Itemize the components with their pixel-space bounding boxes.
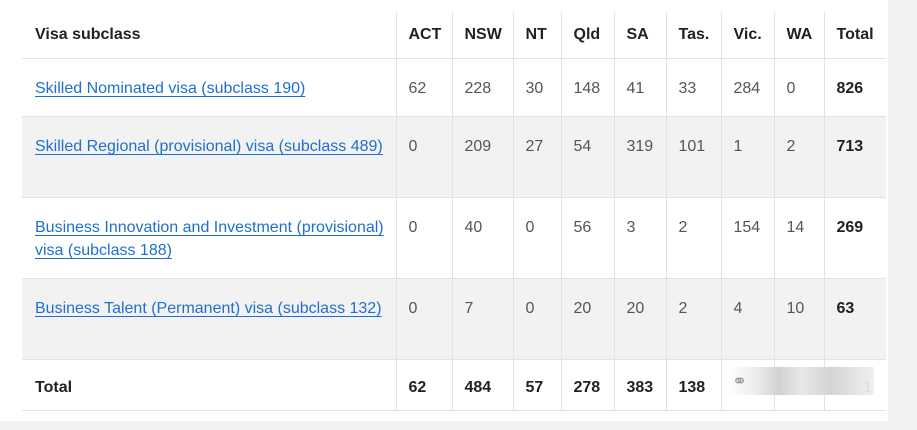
table-row: Business Talent (Permanent) visa (subcla… xyxy=(22,278,886,360)
cell-act: 62 xyxy=(395,58,452,117)
total-tas: 138 xyxy=(665,359,721,411)
header-visa-subclass: Visa subclass xyxy=(22,12,396,59)
cell-total: 63 xyxy=(823,278,886,360)
cell-nsw: 40 xyxy=(451,197,513,279)
total-sa: 383 xyxy=(613,359,666,411)
visa-cell: Skilled Nominated visa (subclass 190) xyxy=(22,58,396,117)
cell-tas: 101 xyxy=(665,116,721,198)
cell-wa: 2 xyxy=(773,116,824,198)
cell-vic: 1 xyxy=(720,116,774,198)
cell-vic: 4 xyxy=(720,278,774,360)
cell-total: 269 xyxy=(823,197,886,279)
total-qld: 278 xyxy=(560,359,614,411)
header-tas: Tas. xyxy=(665,12,721,59)
cell-sa: 3 xyxy=(613,197,666,279)
cell-tas: 2 xyxy=(665,197,721,279)
cell-total: 713 xyxy=(823,116,886,198)
cell-qld: 54 xyxy=(560,116,614,198)
visa-link-188[interactable]: Business Innovation and Investment (prov… xyxy=(35,219,384,259)
cell-sa: 20 xyxy=(613,278,666,360)
cell-tas: 33 xyxy=(665,58,721,117)
cell-act: 0 xyxy=(395,278,452,360)
cell-act: 0 xyxy=(395,197,452,279)
cell-tas: 2 xyxy=(665,278,721,360)
cell-wa: 14 xyxy=(773,197,824,279)
header-sa: SA xyxy=(613,12,666,59)
total-label: Total xyxy=(22,359,396,411)
header-nt: NT xyxy=(512,12,561,59)
cell-nt: 0 xyxy=(512,197,561,279)
cell-act: 0 xyxy=(395,116,452,198)
watermark-redaction xyxy=(728,367,874,395)
table-row: Skilled Regional (provisional) visa (sub… xyxy=(22,116,886,198)
cell-total: 826 xyxy=(823,58,886,117)
total-nsw: 484 xyxy=(451,359,513,411)
cell-nt: 0 xyxy=(512,278,561,360)
cell-qld: 148 xyxy=(560,58,614,117)
cell-nsw: 209 xyxy=(451,116,513,198)
header-act: ACT xyxy=(395,12,452,59)
cell-vic: 154 xyxy=(720,197,774,279)
visa-table-card: Visa subclass ACT NSW NT Qld SA Tas. Vic… xyxy=(0,0,888,421)
header-row: Visa subclass ACT NSW NT Qld SA Tas. Vic… xyxy=(22,12,886,59)
header-qld: Qld xyxy=(560,12,614,59)
total-act: 62 xyxy=(395,359,452,411)
visa-link-489[interactable]: Skilled Regional (provisional) visa (sub… xyxy=(35,138,383,155)
cell-nt: 30 xyxy=(512,58,561,117)
cell-wa: 10 xyxy=(773,278,824,360)
cell-vic: 284 xyxy=(720,58,774,117)
total-nt: 57 xyxy=(512,359,561,411)
table-row: Business Innovation and Investment (prov… xyxy=(22,197,886,279)
visa-cell: Skilled Regional (provisional) visa (sub… xyxy=(22,116,396,198)
cell-nt: 27 xyxy=(512,116,561,198)
wechat-icon: ⚭ xyxy=(732,371,748,391)
visa-cell: Business Talent (Permanent) visa (subcla… xyxy=(22,278,396,360)
table-row: Skilled Nominated visa (subclass 190) 62… xyxy=(22,58,886,117)
header-vic: Vic. xyxy=(720,12,774,59)
cell-sa: 41 xyxy=(613,58,666,117)
visa-cell: Business Innovation and Investment (prov… xyxy=(22,197,396,279)
header-nsw: NSW xyxy=(451,12,513,59)
cell-nsw: 228 xyxy=(451,58,513,117)
visa-link-190[interactable]: Skilled Nominated visa (subclass 190) xyxy=(35,80,306,97)
cell-nsw: 7 xyxy=(451,278,513,360)
header-total: Total xyxy=(823,12,886,59)
visa-link-132[interactable]: Business Talent (Permanent) visa (subcla… xyxy=(35,300,382,317)
cell-qld: 56 xyxy=(560,197,614,279)
header-wa: WA xyxy=(773,12,824,59)
cell-qld: 20 xyxy=(560,278,614,360)
cell-wa: 0 xyxy=(773,58,824,117)
cell-sa: 319 xyxy=(613,116,666,198)
visa-allocation-table: Visa subclass ACT NSW NT Qld SA Tas. Vic… xyxy=(22,12,886,411)
